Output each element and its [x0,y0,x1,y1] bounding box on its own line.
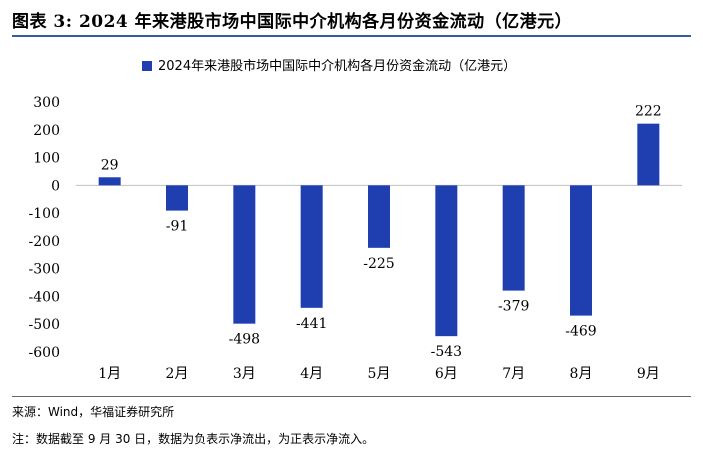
y-tick-label: -600 [29,345,60,361]
data-labels: 29 -91 -498 -441 -225 -543 -379 -469 222 [101,104,662,360]
footer-rule [12,396,691,397]
y-tick-label: 100 [33,151,60,167]
data-label: -498 [229,332,260,348]
data-label: -543 [431,344,462,360]
source-text: 来源：Wind，华福证券研究所 [12,405,175,419]
x-tick-label: 4月 [300,366,323,382]
data-label: -225 [363,256,394,272]
data-label: -441 [296,316,327,332]
x-tick-label: 5月 [368,366,391,382]
bar [502,185,525,291]
bar [300,185,323,308]
bar-chart: 2024年来港股市场中国际中介机构各月份资金流动（亿港元） 300 200 100 0… [0,40,703,390]
bar [637,123,660,186]
bar [233,185,256,324]
bar [166,185,188,211]
data-label: -91 [166,219,189,235]
note-text: 注：数据截至 9 月 30 日，数据为负表示净流出，为正表示净流入。 [12,432,375,446]
legend-swatch [142,61,152,71]
y-tick-label: -400 [29,289,60,305]
y-tick-label: -100 [29,206,60,222]
bar [98,177,121,186]
chart-svg: 2024年来港股市场中国际中介机构各月份资金流动（亿港元） 300 200 100 0… [29,58,682,382]
x-tick-label: 1月 [98,366,121,382]
bars [98,123,660,337]
x-tick-label: 7月 [502,366,525,382]
y-tick-label: 300 [33,95,60,111]
y-tick-label: -300 [29,262,60,278]
bar [435,185,458,337]
y-tick-label: -500 [29,317,60,333]
figure-title: 图表 3: 2024 年来港股市场中国际中介机构各月份资金流动（亿港元） [12,12,573,32]
x-tick-label: 9月 [637,366,660,382]
x-tick-label: 6月 [435,366,458,382]
y-tick-label: 200 [33,123,60,139]
bar [368,185,390,248]
title-rule [12,35,691,37]
data-label: 222 [635,104,662,120]
y-tick-label: -200 [29,234,60,250]
bar [570,185,592,316]
legend-label: 2024年来港股市场中国际中介机构各月份资金流动（亿港元） [158,58,516,74]
data-label: 29 [101,157,119,173]
x-tick-label: 3月 [233,366,256,382]
legend: 2024年来港股市场中国际中介机构各月份资金流动（亿港元） [142,58,516,74]
axes: 300 200 100 0 -100 -200 -300 -400 -500 -600 1月 2月 3月… [29,95,682,382]
x-tick-label: 2月 [166,366,189,382]
y-tick-label: 0 [51,178,60,194]
data-label: -469 [565,324,596,340]
data-label: -379 [498,299,529,315]
x-tick-label: 8月 [570,366,593,382]
